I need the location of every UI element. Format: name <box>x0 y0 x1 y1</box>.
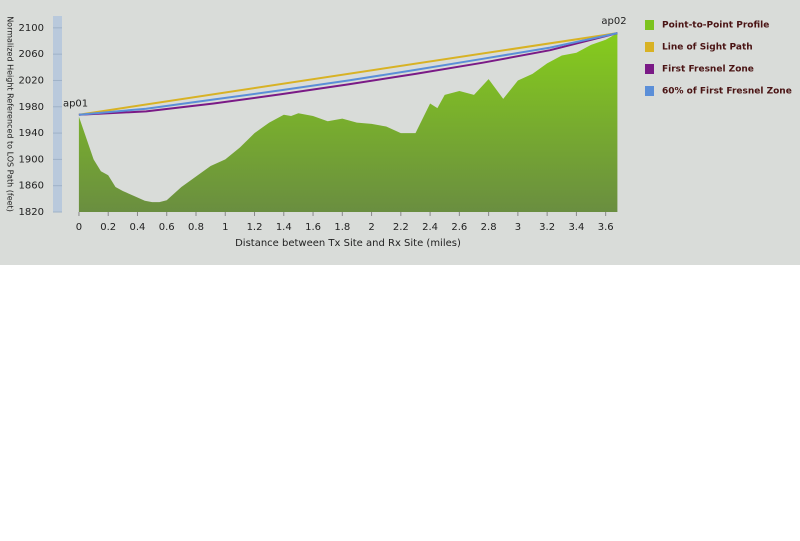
x-tick-label: 1.8 <box>334 222 350 233</box>
y-tick-label: 2020 <box>19 75 44 86</box>
legend-label: First Fresnel Zone <box>662 65 754 75</box>
legend-swatch <box>645 64 654 74</box>
legend-label: Line of Sight Path <box>662 43 753 53</box>
series-line <box>78 32 618 116</box>
x-tick-label: 1 <box>222 222 228 233</box>
legend-label: Point-to-Point Profile <box>662 21 769 31</box>
legend-swatch <box>645 42 654 52</box>
series-line <box>78 32 618 116</box>
x-tick-label: 3.2 <box>539 222 555 233</box>
y-tick-label: 1860 <box>19 181 44 192</box>
legend-label: 60% of First Fresnel Zone <box>662 87 792 97</box>
x-tick-label: 2.2 <box>393 222 409 233</box>
x-tick-label: 0.8 <box>188 222 204 233</box>
y-tick-label: 2060 <box>19 49 44 60</box>
x-axis-label: Distance between Tx Site and Rx Site (mi… <box>235 238 461 249</box>
x-tick-label: 2.8 <box>481 222 497 233</box>
x-tick-label: 2.4 <box>422 222 438 233</box>
y-tick-label: 1980 <box>19 102 44 113</box>
x-tick-label: 1.6 <box>305 222 321 233</box>
x-tick-label: 1.2 <box>247 222 263 233</box>
y-axis-bar <box>53 16 62 212</box>
x-tick-label: 2 <box>368 222 374 233</box>
y-axis-label: Normalized Height Referenced to LOS Path… <box>6 16 15 212</box>
y-tick-label: 1820 <box>19 207 44 218</box>
y-tick-label: 1900 <box>19 154 44 165</box>
x-tick-label: 3.6 <box>598 222 614 233</box>
x-tick-label: 0.4 <box>130 222 146 233</box>
annotation: ap02 <box>601 16 626 27</box>
chart: Distance between Tx Site and Rx Site (mi… <box>6 16 792 249</box>
y-tick-label: 2100 <box>19 23 44 34</box>
x-tick-label: 3.4 <box>568 222 584 233</box>
x-tick-label: 0.6 <box>159 222 175 233</box>
chart-panel <box>0 0 800 265</box>
y-tick-label: 1940 <box>19 128 44 139</box>
series-line <box>78 32 618 116</box>
x-tick-label: 0 <box>76 222 82 233</box>
terrain-area <box>78 33 618 212</box>
annotation: ap01 <box>63 99 88 110</box>
x-tick-label: 2.6 <box>451 222 467 233</box>
x-tick-label: 3 <box>515 222 521 233</box>
legend-swatch <box>645 86 654 96</box>
x-tick-label: 1.4 <box>276 222 292 233</box>
x-tick-label: 0.2 <box>100 222 116 233</box>
legend-swatch <box>645 20 654 30</box>
